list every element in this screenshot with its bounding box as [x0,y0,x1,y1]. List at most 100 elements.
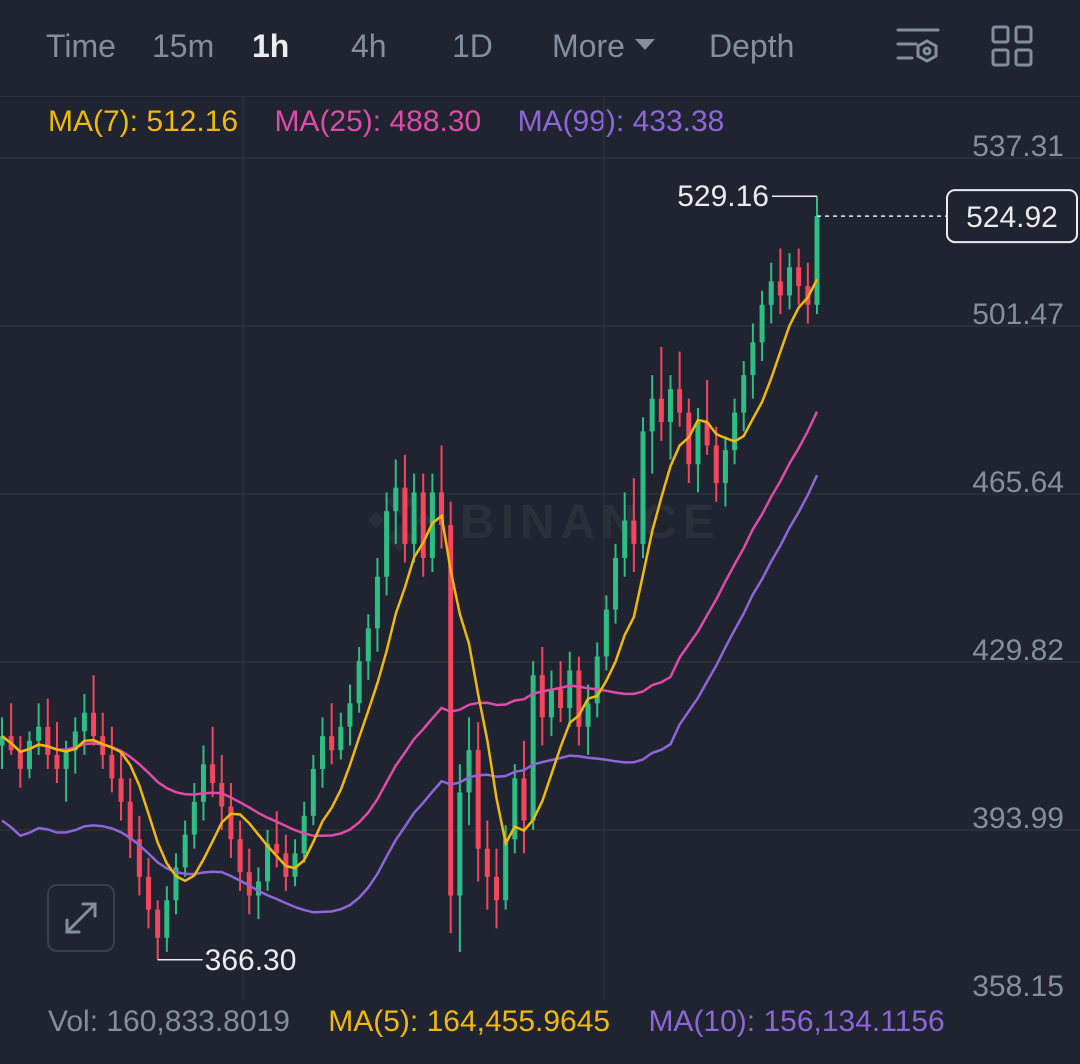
candle-body [17,750,23,769]
volume-ma5-value: MA(5): 164,455.9645 [328,1005,611,1038]
candle-body [594,656,600,704]
candle-body [200,764,206,802]
indicator-settings-icon[interactable] [894,24,942,70]
candle-body [613,557,619,610]
candle-body [182,834,188,868]
last-price-tag [946,189,1078,244]
candle-body [677,389,683,413]
candle-body [695,422,701,465]
candle-body [393,487,399,512]
candle-body [475,750,481,849]
last-price-label: 524.92 [966,201,1058,234]
candle-body [320,736,326,769]
grid-layout-icon[interactable] [990,24,1034,68]
candle-body [219,783,225,807]
candle-body [466,750,472,793]
candle-body [777,281,783,296]
candle-body [457,792,463,896]
candle-body [631,520,637,544]
candle-body [164,900,170,938]
candle-body [814,216,820,305]
candle-body [72,731,78,751]
tab-4h[interactable]: 4h [351,28,387,64]
candle-body [36,726,42,741]
tab-time[interactable]: Time [46,28,116,64]
candle-body [374,576,380,629]
candle-body [585,703,591,727]
ma99-value: MA(99): 433.38 [517,105,725,138]
tab-more[interactable]: More [552,28,655,65]
candle-body [81,712,87,732]
candle-body [255,881,261,896]
candle-body [265,843,271,882]
candle-body [91,712,97,737]
tab-1h[interactable]: 1h [252,28,290,64]
candle-body [796,267,802,287]
candle-body [0,736,5,746]
candle-body [26,740,32,769]
y-tick-label: 358.15 [972,970,1064,1000]
candle-body [567,670,573,709]
high-price-label: 529.16 [677,180,769,213]
tab-1d[interactable]: 1D [452,28,493,64]
candle-body [658,398,664,423]
candle-body [118,778,124,802]
ma99-line [1,474,819,914]
candle-body [338,726,344,751]
ma25-value: MA(25): 488.30 [274,105,482,138]
candle-body [109,754,115,779]
candle-body [292,853,298,877]
candle-body [503,839,509,901]
candle-body [768,281,774,305]
tab-depth[interactable]: Depth [709,28,795,64]
fullscreen-button[interactable] [47,884,115,952]
candle-body [548,689,554,718]
y-tick-label: 393.99 [972,802,1064,835]
candle-body [146,876,152,910]
ma-legend: MA(7): 512.16 MA(25): 488.30 MA(99): 433… [48,105,752,139]
candle-body [439,492,445,526]
candle-body [155,909,161,938]
y-tick-label: 429.82 [972,634,1064,667]
candle-body [136,839,142,877]
candle-body [622,520,628,558]
volume-value: Vol: 160,833.8019 [48,1005,290,1038]
volume-ma10-value: MA(10): 156,134.1156 [648,1005,945,1038]
candle-body [329,736,335,751]
candle-body [722,450,728,483]
candle-body [787,267,793,296]
candle-body [741,375,747,413]
candlestick-chart[interactable]: 537.31 501.47 465.64 429.82 393.99 358.15 529… [0,0,1080,1000]
candle-body [603,609,609,657]
candle-body [63,750,69,769]
candle-body [384,511,390,577]
candle-body [347,703,353,727]
candle-body [484,848,490,877]
candle-body [530,675,536,821]
y-tick-label: 465.64 [972,466,1064,499]
candle-body [512,778,518,840]
candle-body [274,843,280,854]
candle-body [237,839,243,873]
candle-body [54,754,60,769]
tab-more-label: More [552,28,625,64]
candle-body [667,389,673,423]
candle-body [246,872,252,896]
candle-body [45,726,51,755]
candle-body [576,670,582,727]
candle-body [191,801,197,835]
candle-body [759,304,765,343]
candle-body [365,628,371,662]
candle-body [210,764,216,784]
candle-body [411,492,417,544]
tab-15m[interactable]: 15m [152,28,215,64]
y-tick-label: 537.31 [972,130,1064,163]
y-tick-label: 501.47 [972,298,1064,331]
candle-body [521,778,527,821]
candle-body [649,398,655,432]
candle-body [732,412,738,451]
ma25-line [1,411,819,837]
candle-body [127,801,133,840]
candle-body [493,876,499,901]
timeframe-toolbar: Time 15m 1h 4h 1D More Depth [0,0,1080,97]
